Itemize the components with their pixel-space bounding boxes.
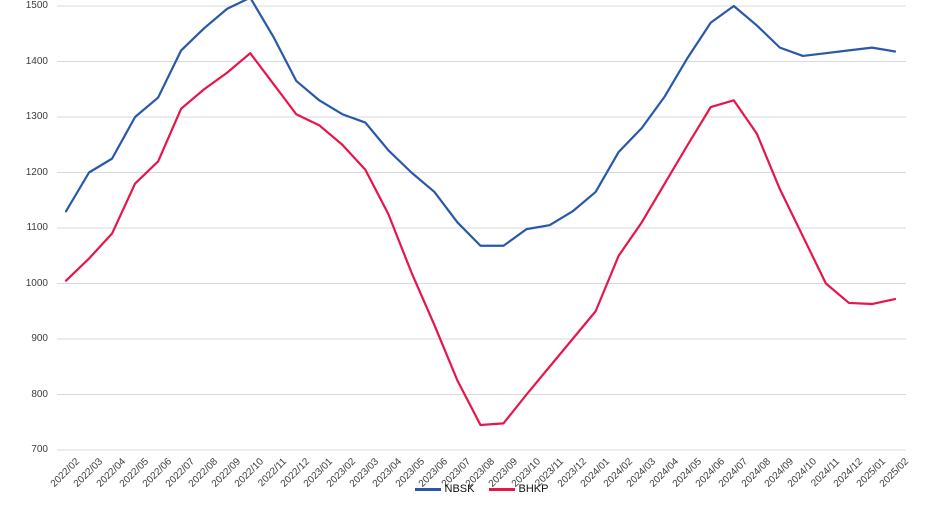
y-axis-tick-label: 700 (31, 444, 48, 455)
y-axis-tick-label: 1300 (25, 111, 48, 122)
y-axis-tick-label: 900 (31, 333, 48, 344)
legend-label-bhkp: BHKP (518, 483, 549, 495)
y-axis-tick-label: 1000 (25, 277, 48, 289)
legend-label-nbsk: NBSK (444, 483, 475, 495)
legend-swatch-nbsk (414, 488, 441, 491)
legend-item-bhkp: BHKP (488, 483, 549, 495)
series-lines (64, 0, 897, 427)
gridlines (57, 5, 906, 451)
y-axis-tick-label: 800 (31, 388, 48, 400)
y-axis-tick-label: 1200 (25, 166, 48, 178)
y-axis-tick-label: 1400 (25, 55, 48, 67)
bhkp-line (64, 52, 897, 427)
legend-swatch-bhkp (488, 488, 515, 491)
legend-item-nbsk: NBSK (414, 483, 475, 495)
legend: NBSK BHKP (58, 484, 905, 495)
y-axis-tick-label: 1100 (26, 222, 48, 233)
y-axis-tick-label: 1500 (25, 0, 48, 11)
nbsk-line (64, 0, 897, 247)
